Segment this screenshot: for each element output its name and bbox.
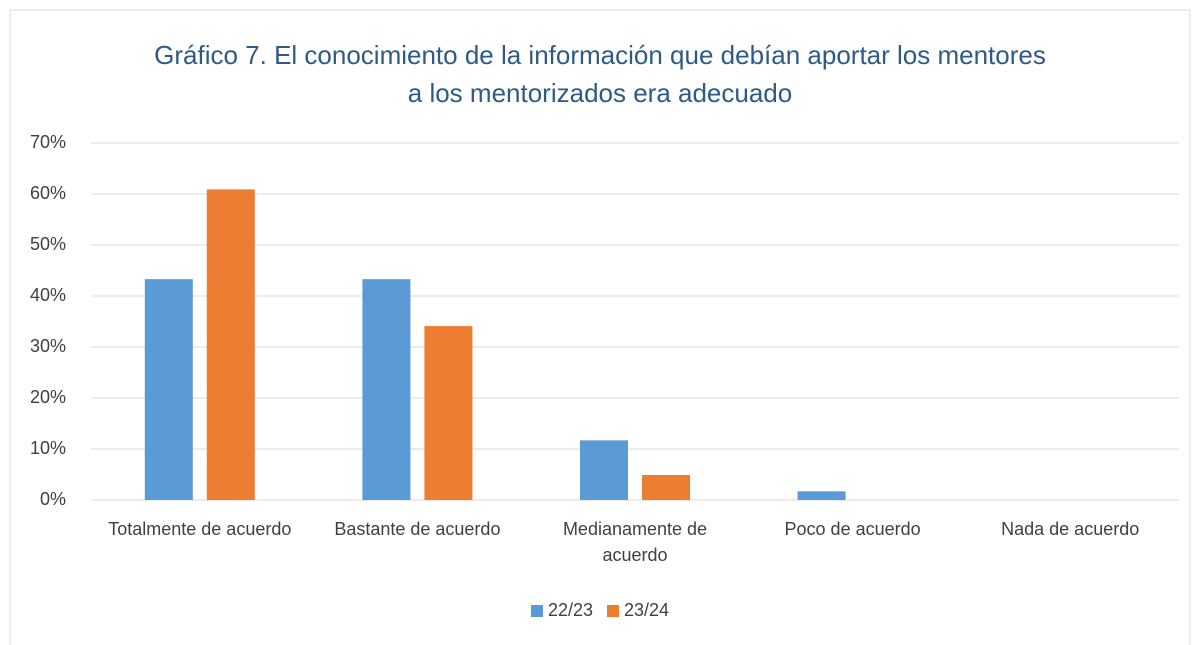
y-tick-label: 0% (40, 489, 66, 509)
x-tick-label: Nada de acuerdo (1001, 519, 1140, 539)
chart-border (9, 9, 1191, 645)
bar (580, 440, 628, 500)
x-tick-label: Bastante de acuerdo (334, 519, 501, 539)
y-tick-label: 50% (30, 234, 66, 254)
x-tick-label: Poco de acuerdo (784, 519, 921, 539)
y-tick-label: 30% (30, 336, 66, 356)
bar (797, 491, 846, 500)
y-tick-label: 20% (30, 387, 66, 407)
legend-item: 22/23 (530, 600, 593, 621)
legend-swatch (607, 604, 619, 617)
x-tick-label: Medianamente de acuerdo (562, 519, 708, 565)
bar (642, 475, 690, 500)
legend-swatch (530, 604, 543, 617)
legend-label: 22/23 (547, 600, 593, 620)
y-tick-label: 10% (30, 438, 66, 458)
legend-item: 23/24 (607, 600, 669, 621)
y-tick-label: 40% (30, 285, 66, 305)
legend-label: 23/24 (624, 600, 670, 620)
bar (424, 326, 473, 500)
x-tick-label: Totalmente de acuerdo (108, 519, 292, 539)
y-tick-label: 60% (30, 183, 66, 203)
bar (144, 279, 193, 500)
y-tick-label: 70% (30, 132, 66, 152)
bar (206, 189, 255, 500)
bar (362, 279, 411, 500)
legend: 22/23 23/24 (0, 600, 1200, 621)
chart-title: Gráfico 7. El conocimiento de la informa… (154, 40, 1046, 108)
